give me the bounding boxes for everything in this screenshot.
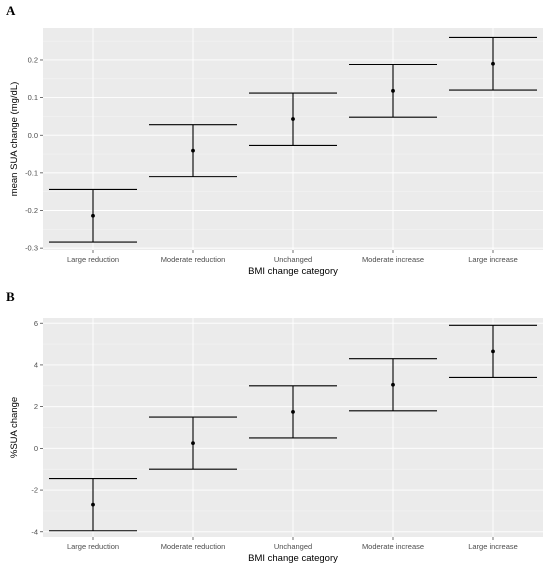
y-tick-label-b: 4 (34, 361, 38, 370)
chart-b: -4 -2 0 2 4 6 Large reduction Moderate reductio… (9, 318, 543, 564)
x-tick-label-b: Large reduction (67, 542, 119, 551)
errorbar-b-0 (49, 478, 137, 532)
y-axis-title-b: %SUA change (9, 397, 20, 458)
errorbar-a-0 (49, 188, 137, 243)
panel-b-letter: B (6, 289, 15, 304)
y-tick-label-a: 0.2 (28, 56, 38, 65)
x-tick-label-b: Moderate reduction (161, 542, 226, 551)
errorbar-a-2 (249, 92, 337, 146)
errorbar-a-1 (149, 124, 237, 178)
mean-point (491, 61, 495, 66)
mean-point (391, 88, 395, 93)
y-tick-label-a: -0.1 (25, 168, 38, 177)
errorbar-b-3 (349, 358, 437, 412)
mean-point (91, 213, 95, 218)
x-axis-title-b: BMI change category (248, 553, 338, 564)
y-tick-label-b: -4 (31, 527, 38, 536)
errorbar-b-1 (149, 416, 237, 470)
x-tick-label-b: Unchanged (274, 542, 312, 551)
y-tick-label-b: -2 (31, 486, 38, 495)
x-axis-title-a: BMI change category (248, 266, 338, 277)
x-tick-label-a: Unchanged (274, 255, 312, 264)
mean-point (91, 502, 95, 507)
errorbar-b-2 (249, 385, 337, 439)
x-tick-label-a: Large reduction (67, 255, 119, 264)
y-tick-label-b: 6 (34, 319, 38, 328)
errorbar-b-4 (449, 324, 537, 378)
y-tick-label-b: 2 (34, 402, 38, 411)
panel-a-letter: A (6, 3, 16, 18)
mean-point (291, 409, 295, 414)
x-tick-label-b: Large increase (468, 542, 518, 551)
errorbar-a-3 (349, 63, 437, 118)
chart-a: -0.3 -0.2 -0.1 0.0 0.1 0.2 Large reduction Mode… (9, 28, 543, 277)
y-tick-label-a: 0.0 (28, 131, 38, 140)
mean-point (491, 349, 495, 354)
mean-point (191, 148, 195, 153)
mean-point (191, 441, 195, 446)
x-tick-label-b: Moderate increase (362, 542, 424, 551)
mean-point (391, 382, 395, 387)
y-axis-title-a: mean SUA change (mg/dL) (9, 82, 20, 197)
y-tick-label-a: -0.3 (25, 244, 38, 253)
errorbar-a-4 (449, 36, 537, 91)
x-tick-label-a: Moderate reduction (161, 255, 226, 264)
y-tick-label-a: 0.1 (28, 93, 38, 102)
x-tick-label-a: Large increase (468, 255, 518, 264)
y-tick-label-a: -0.2 (25, 206, 38, 215)
y-tick-label-b: 0 (34, 444, 38, 453)
x-tick-label-a: Moderate increase (362, 255, 424, 264)
mean-point (291, 117, 295, 121)
